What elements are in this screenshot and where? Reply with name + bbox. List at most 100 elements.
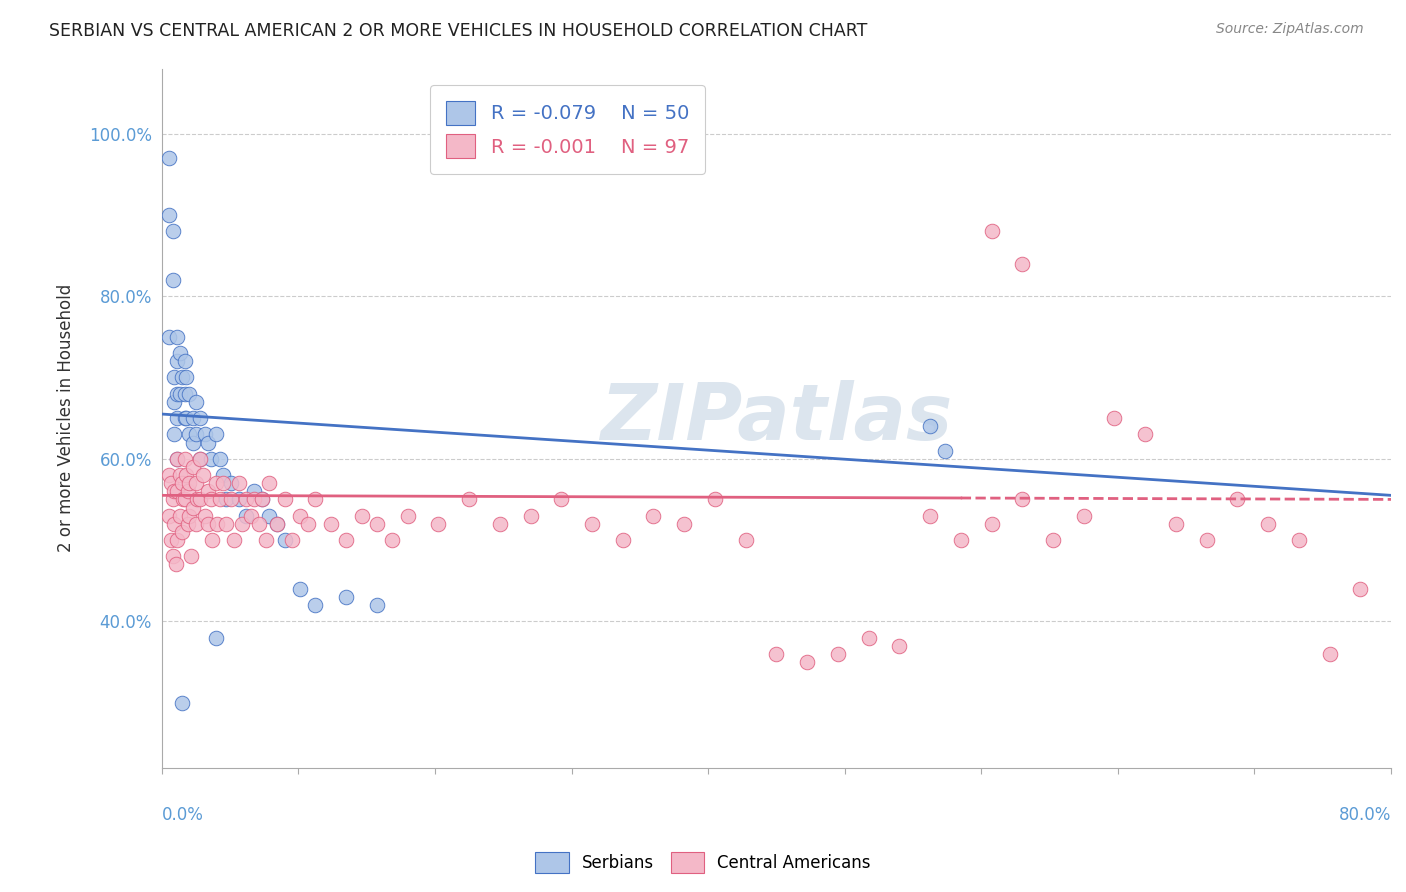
Point bbox=[197, 435, 219, 450]
Point bbox=[219, 476, 242, 491]
Text: ZIPatlas: ZIPatlas bbox=[600, 380, 952, 456]
Point bbox=[188, 451, 211, 466]
Point bbox=[209, 492, 232, 507]
Point bbox=[163, 516, 186, 531]
Point bbox=[243, 492, 266, 507]
Point bbox=[247, 516, 270, 531]
Point bbox=[212, 476, 235, 491]
Point bbox=[703, 492, 725, 507]
Point bbox=[173, 492, 195, 507]
Point bbox=[266, 516, 288, 531]
Point bbox=[250, 492, 273, 507]
Point bbox=[1319, 647, 1341, 661]
Point bbox=[266, 516, 288, 531]
Point bbox=[172, 492, 194, 507]
Point bbox=[1226, 492, 1249, 507]
Point bbox=[181, 500, 204, 515]
Point bbox=[980, 516, 1002, 531]
Point bbox=[176, 468, 198, 483]
Point bbox=[197, 484, 219, 499]
Text: SERBIAN VS CENTRAL AMERICAN 2 OR MORE VEHICLES IN HOUSEHOLD CORRELATION CHART: SERBIAN VS CENTRAL AMERICAN 2 OR MORE VE… bbox=[49, 22, 868, 40]
Point bbox=[177, 516, 200, 531]
Point bbox=[288, 582, 311, 596]
Point bbox=[159, 208, 181, 222]
Point bbox=[1348, 582, 1371, 596]
Point bbox=[163, 370, 186, 384]
Point bbox=[458, 492, 481, 507]
Point bbox=[162, 273, 184, 287]
Point bbox=[176, 411, 198, 425]
Point bbox=[519, 508, 541, 523]
Point bbox=[181, 435, 204, 450]
Point bbox=[297, 516, 319, 531]
Point bbox=[949, 533, 972, 547]
Text: 80.0%: 80.0% bbox=[1339, 806, 1391, 824]
Point bbox=[243, 484, 266, 499]
Point bbox=[159, 151, 181, 165]
Point bbox=[366, 598, 388, 612]
Point bbox=[165, 558, 187, 572]
Point bbox=[427, 516, 450, 531]
Point bbox=[612, 533, 634, 547]
Point bbox=[228, 476, 250, 491]
Text: Source: ZipAtlas.com: Source: ZipAtlas.com bbox=[1216, 22, 1364, 37]
Point bbox=[381, 533, 404, 547]
Point bbox=[350, 508, 373, 523]
Point bbox=[212, 468, 235, 483]
Point bbox=[215, 516, 238, 531]
Point bbox=[184, 516, 207, 531]
Point bbox=[166, 411, 188, 425]
Point bbox=[162, 492, 184, 507]
Point bbox=[166, 386, 188, 401]
Point bbox=[166, 330, 188, 344]
Point bbox=[304, 492, 326, 507]
Point bbox=[1073, 508, 1095, 523]
Point bbox=[166, 451, 188, 466]
Point bbox=[366, 516, 388, 531]
Point bbox=[193, 468, 215, 483]
Point bbox=[179, 386, 201, 401]
Point bbox=[228, 492, 250, 507]
Point bbox=[180, 549, 202, 564]
Point bbox=[396, 508, 419, 523]
Point bbox=[215, 492, 238, 507]
Point bbox=[889, 639, 911, 653]
Point bbox=[200, 492, 222, 507]
Point bbox=[181, 459, 204, 474]
Point bbox=[1011, 257, 1033, 271]
Point bbox=[1257, 516, 1279, 531]
Point bbox=[188, 492, 211, 507]
Point bbox=[159, 468, 181, 483]
Point bbox=[219, 492, 242, 507]
Point bbox=[765, 647, 787, 661]
Point bbox=[239, 508, 262, 523]
Point bbox=[273, 533, 295, 547]
Point bbox=[335, 590, 357, 604]
Point bbox=[184, 427, 207, 442]
Point bbox=[1164, 516, 1187, 531]
Point bbox=[170, 370, 193, 384]
Point bbox=[259, 476, 281, 491]
Point bbox=[235, 508, 257, 523]
Point bbox=[796, 655, 818, 669]
Point bbox=[254, 533, 277, 547]
Point bbox=[205, 516, 228, 531]
Point bbox=[166, 484, 188, 499]
Point bbox=[581, 516, 603, 531]
Point bbox=[181, 411, 204, 425]
Point bbox=[163, 427, 186, 442]
Point bbox=[1104, 411, 1126, 425]
Point bbox=[1195, 533, 1218, 547]
Point bbox=[918, 419, 941, 434]
Point bbox=[159, 508, 181, 523]
Point bbox=[918, 508, 941, 523]
Point bbox=[934, 443, 956, 458]
Point bbox=[204, 631, 226, 645]
Point bbox=[170, 476, 193, 491]
Point bbox=[188, 411, 211, 425]
Point bbox=[858, 631, 880, 645]
Point bbox=[173, 451, 195, 466]
Point bbox=[1011, 492, 1033, 507]
Point bbox=[184, 395, 207, 409]
Point bbox=[1133, 427, 1156, 442]
